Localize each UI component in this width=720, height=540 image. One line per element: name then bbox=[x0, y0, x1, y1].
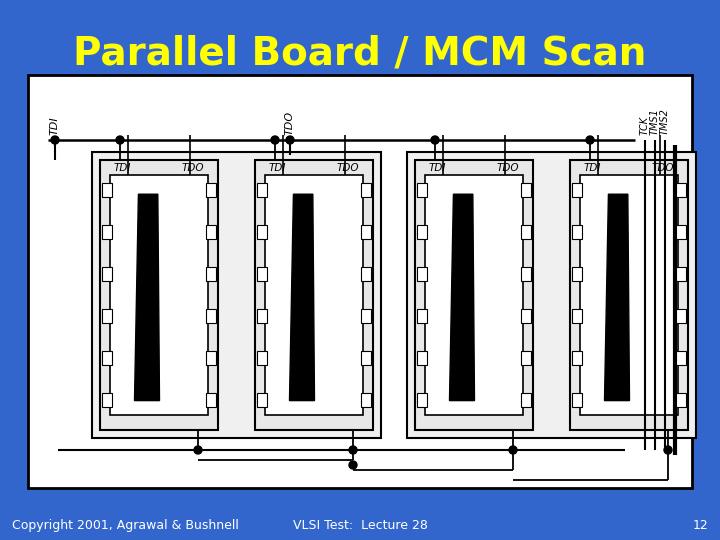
Bar bbox=[265, 175, 363, 415]
Bar bbox=[206, 351, 216, 365]
Bar bbox=[580, 175, 678, 415]
Polygon shape bbox=[135, 194, 160, 401]
Bar bbox=[572, 267, 582, 281]
Bar bbox=[361, 351, 371, 365]
Bar bbox=[521, 225, 531, 239]
Bar bbox=[257, 393, 267, 407]
Polygon shape bbox=[289, 194, 315, 401]
Text: TDO: TDO bbox=[652, 163, 674, 173]
Bar bbox=[521, 267, 531, 281]
Bar bbox=[361, 309, 371, 323]
Text: TMS2: TMS2 bbox=[660, 108, 670, 135]
Bar bbox=[425, 175, 523, 415]
Bar bbox=[102, 393, 112, 407]
Bar bbox=[417, 393, 427, 407]
Bar bbox=[102, 309, 112, 323]
Circle shape bbox=[349, 461, 357, 469]
Text: Parallel Board / MCM Scan: Parallel Board / MCM Scan bbox=[73, 35, 647, 73]
Text: TMS1: TMS1 bbox=[650, 108, 660, 135]
Bar bbox=[102, 225, 112, 239]
Circle shape bbox=[509, 446, 517, 454]
Circle shape bbox=[194, 446, 202, 454]
Bar bbox=[521, 393, 531, 407]
Bar bbox=[572, 225, 582, 239]
Bar bbox=[102, 267, 112, 281]
Bar bbox=[417, 267, 427, 281]
Bar bbox=[415, 160, 533, 430]
Text: 12: 12 bbox=[692, 519, 708, 532]
Bar bbox=[100, 160, 218, 430]
Text: TCK: TCK bbox=[640, 116, 650, 135]
Bar bbox=[417, 225, 427, 239]
Bar bbox=[570, 160, 688, 430]
Polygon shape bbox=[449, 194, 474, 401]
Bar bbox=[92, 152, 381, 438]
Bar bbox=[407, 152, 696, 438]
Bar bbox=[572, 351, 582, 365]
Text: TDI: TDI bbox=[269, 163, 287, 173]
Bar bbox=[28, 75, 692, 488]
Text: TDI: TDI bbox=[50, 117, 60, 135]
Bar bbox=[257, 309, 267, 323]
Bar bbox=[257, 183, 267, 197]
Bar bbox=[361, 393, 371, 407]
Bar bbox=[676, 267, 686, 281]
Bar bbox=[572, 393, 582, 407]
Bar bbox=[676, 183, 686, 197]
Text: TDI: TDI bbox=[429, 163, 446, 173]
Bar bbox=[110, 175, 208, 415]
Circle shape bbox=[116, 136, 124, 144]
Circle shape bbox=[349, 446, 357, 454]
Circle shape bbox=[286, 136, 294, 144]
Bar bbox=[361, 183, 371, 197]
Circle shape bbox=[586, 136, 594, 144]
Bar bbox=[521, 309, 531, 323]
Circle shape bbox=[271, 136, 279, 144]
Circle shape bbox=[431, 136, 439, 144]
Bar bbox=[572, 183, 582, 197]
Bar bbox=[676, 393, 686, 407]
Bar bbox=[572, 309, 582, 323]
Circle shape bbox=[51, 136, 59, 144]
Bar bbox=[417, 351, 427, 365]
Bar bbox=[521, 183, 531, 197]
Bar bbox=[521, 351, 531, 365]
Bar bbox=[676, 225, 686, 239]
Circle shape bbox=[664, 446, 672, 454]
Bar bbox=[206, 393, 216, 407]
Bar bbox=[361, 225, 371, 239]
Bar bbox=[676, 351, 686, 365]
Bar bbox=[206, 225, 216, 239]
Bar bbox=[257, 225, 267, 239]
Text: TDO: TDO bbox=[285, 111, 295, 135]
Bar bbox=[361, 267, 371, 281]
Bar bbox=[257, 351, 267, 365]
Bar bbox=[417, 183, 427, 197]
Bar bbox=[102, 183, 112, 197]
Text: TDO: TDO bbox=[497, 163, 519, 173]
Text: TDO: TDO bbox=[336, 163, 359, 173]
Bar bbox=[417, 309, 427, 323]
Text: TDO: TDO bbox=[181, 163, 204, 173]
Bar bbox=[206, 267, 216, 281]
Text: TDI: TDI bbox=[584, 163, 601, 173]
Text: TDI: TDI bbox=[114, 163, 131, 173]
Bar bbox=[206, 309, 216, 323]
Text: Copyright 2001, Agrawal & Bushnell: Copyright 2001, Agrawal & Bushnell bbox=[12, 519, 239, 532]
Bar bbox=[206, 183, 216, 197]
Text: VLSI Test:  Lecture 28: VLSI Test: Lecture 28 bbox=[292, 519, 428, 532]
Bar bbox=[257, 267, 267, 281]
Bar bbox=[255, 160, 373, 430]
Bar bbox=[676, 309, 686, 323]
Bar bbox=[102, 351, 112, 365]
Polygon shape bbox=[605, 194, 629, 401]
